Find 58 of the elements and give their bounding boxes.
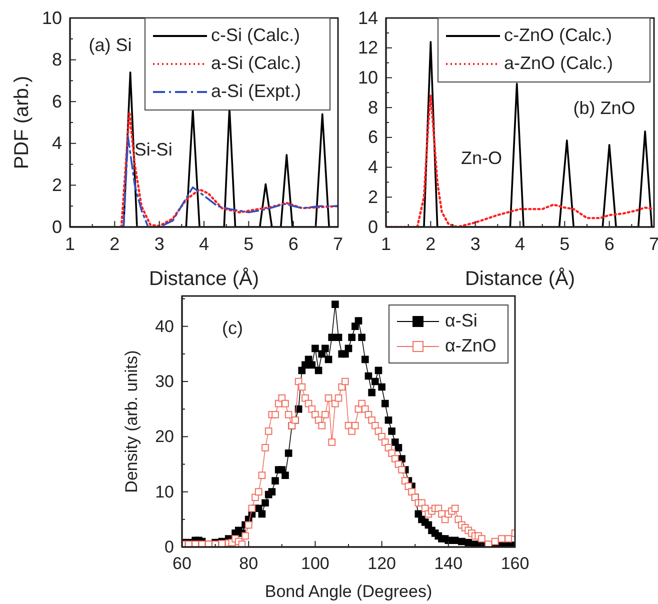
y-tick-label: 2	[368, 186, 378, 207]
x-tick-label: 60	[172, 554, 192, 574]
y-axis-title: PDF (arb.)	[11, 76, 33, 170]
x-tick-label: 6	[288, 234, 298, 254]
x-tick-label: 2	[110, 234, 120, 254]
y-tick-label: 4	[52, 133, 62, 154]
legend-label: a-ZnO (Calc.)	[504, 52, 614, 73]
y-axis-title: Density (arb. units)	[122, 350, 141, 493]
annotation: (b) ZnO	[573, 98, 636, 118]
y-tick-label: 12	[358, 38, 378, 58]
y-tick-label: 6	[368, 127, 378, 148]
y-tick-label: 0	[52, 216, 62, 237]
y-tick-label: 8	[368, 97, 378, 118]
x-axis-title: Distance (Å)	[464, 267, 576, 290]
y-tick-label: 8	[52, 50, 62, 70]
y-tick-label: 40	[155, 316, 174, 336]
legend-label: c-Si (Calc.)	[211, 24, 300, 45]
line-series	[120, 110, 338, 227]
legend-label: α-ZnO	[445, 335, 496, 356]
x-tick-label: 4	[514, 234, 526, 254]
x-tick-label: 5	[244, 234, 254, 254]
x-tick-label: 160	[500, 554, 530, 574]
y-tick-label: 2	[52, 174, 62, 195]
annotation: (c)	[222, 318, 243, 338]
x-tick-label: 1	[64, 234, 76, 254]
y-tick-label: 6	[52, 91, 62, 112]
x-tick-label: 3	[470, 234, 480, 254]
y-tick-label: 30	[155, 372, 174, 391]
y-tick-label: 10	[155, 482, 174, 502]
y-tick-label: 0	[368, 216, 378, 237]
x-tick-label: 5	[560, 234, 570, 254]
x-tick-label: 2	[426, 234, 436, 254]
y-tick-label: 20	[155, 427, 174, 446]
legend-label: a-Si (Expt.)	[211, 80, 302, 101]
legend-label: a-Si (Calc.)	[211, 52, 302, 73]
annotation: (a) Si	[88, 35, 132, 56]
x-tick-label: 140	[434, 554, 463, 574]
y-tick-label: 10	[358, 67, 378, 88]
x-tick-label: 80	[239, 554, 258, 574]
legend-label: c-ZnO (Calc.)	[504, 24, 612, 45]
x-tick-label: 7	[332, 234, 344, 254]
x-tick-label: 1	[380, 234, 392, 254]
annotation: Zn-O	[461, 148, 502, 168]
annotation: Si-Si	[134, 140, 172, 160]
legend-label: α-Si	[445, 310, 478, 330]
x-tick-label: 3	[154, 234, 164, 254]
x-tick-label: 4	[198, 234, 210, 254]
x-tick-label: 120	[368, 554, 396, 574]
y-tick-label: 10	[42, 8, 62, 28]
x-axis-title: Distance (Å)	[148, 267, 260, 290]
y-tick-label: 14	[358, 8, 378, 28]
x-tick-label: 7	[648, 234, 658, 254]
x-tick-label: 100	[301, 554, 330, 574]
x-tick-label: 6	[604, 234, 614, 254]
y-tick-label: 4	[368, 157, 378, 178]
y-tick-label: 0	[164, 537, 174, 556]
line-series	[122, 136, 338, 227]
x-axis-title: Bond Angle (Degrees)	[264, 582, 432, 601]
